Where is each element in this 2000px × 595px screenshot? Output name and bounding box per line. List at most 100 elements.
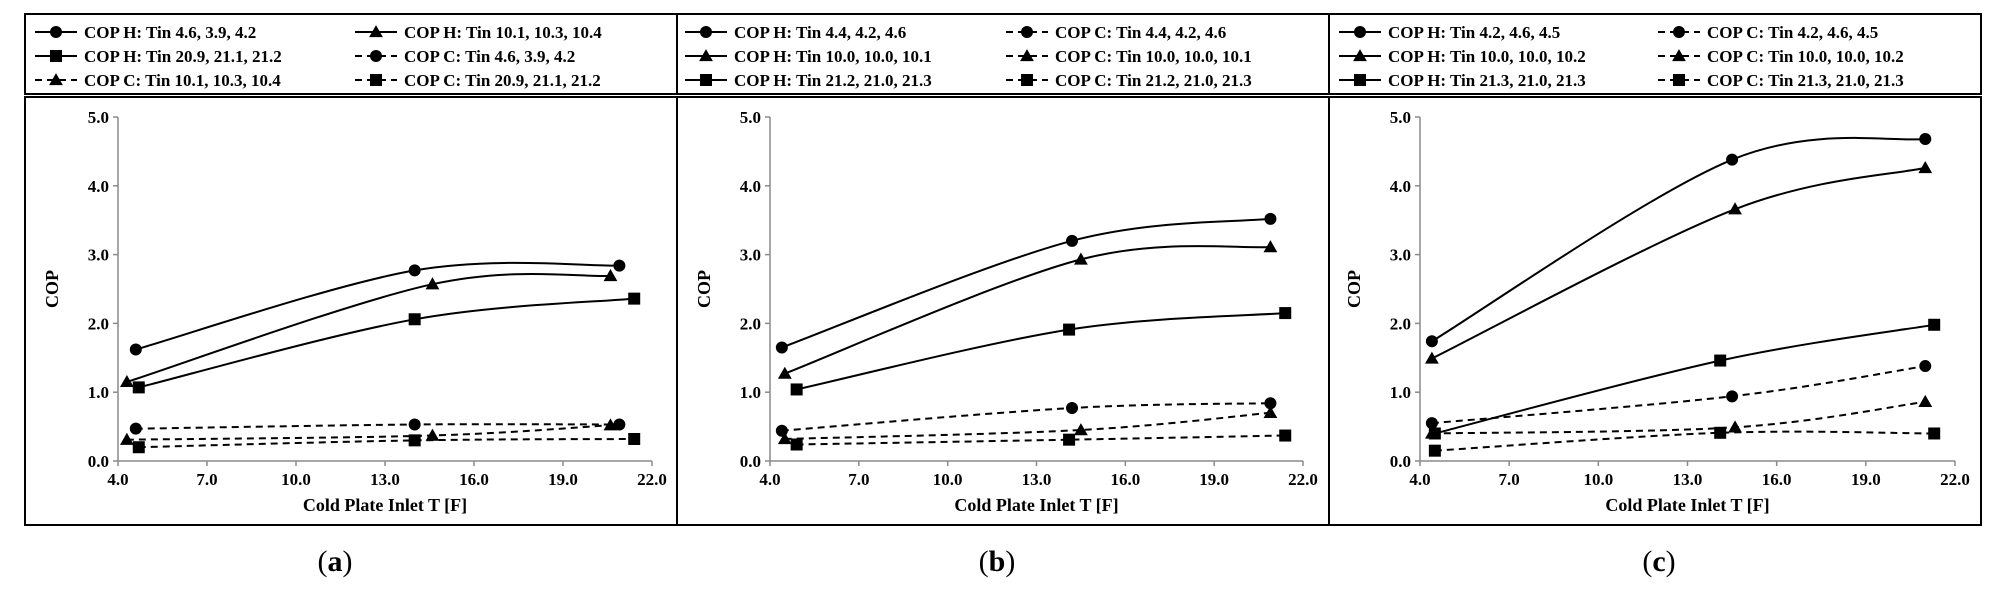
series-line [781, 402, 1271, 432]
legend-marker-circle [1673, 26, 1685, 38]
x-tick-label: 19.0 [548, 470, 578, 489]
data-point-square [1279, 307, 1292, 320]
x-tick-label: 19.0 [1851, 470, 1881, 489]
chart-panel-c: 0.0 1.0 2.0 3.0 4.0 5.0 4.0 7.0 10.0 13.0 16.0 19.0… [1328, 13, 1982, 578]
x-axis-title: Cold Plate Inlet T [F] [1605, 495, 1769, 515]
y-tick-label: 0.0 [88, 452, 109, 471]
x-tick-label: 10.0 [1583, 470, 1613, 489]
y-tick-label: 0.0 [1390, 452, 1411, 471]
data-point-circle [1066, 234, 1079, 247]
data-point-triangle [1424, 351, 1439, 364]
data-point-circle [1066, 402, 1079, 415]
legend-label: COP C: Tin 10.0, 10.0, 10.1 [1055, 47, 1252, 66]
series-5 [790, 307, 1292, 396]
legend: COP H: Tin 4.6, 3.9, 4.2 COP H: Tin 10.1,… [35, 23, 602, 90]
legend-marker-triangle [1672, 49, 1686, 62]
legend-label: COP H: Tin 20.9, 21.1, 21.2 [84, 47, 282, 66]
y-tick-label: 0.0 [740, 452, 761, 471]
legend-item: COP H: Tin 10.0, 10.0, 10.1 [685, 47, 932, 66]
data-point-square [1928, 427, 1941, 440]
x-tick-label: 13.0 [1673, 470, 1703, 489]
legend-label: COP C: Tin 10.0, 10.0, 10.2 [1707, 47, 1904, 66]
y-axis-title: COP [1344, 270, 1364, 308]
data-point-square [790, 383, 803, 396]
data-point-triangle [1263, 240, 1278, 253]
data-point-square [1714, 354, 1727, 367]
legend-marker-triangle [699, 49, 713, 62]
series-line [1431, 136, 1926, 343]
series-line [796, 312, 1286, 391]
x-tick-label: 7.0 [848, 470, 869, 489]
x-tick-label: 16.0 [1110, 470, 1140, 489]
x-axis-title: Cold Plate Inlet T [F] [303, 495, 467, 515]
y-axis-title: COP [42, 270, 62, 308]
legend-marker-circle [700, 26, 712, 38]
legend-marker-circle [50, 26, 62, 38]
data-point-square [1928, 318, 1941, 331]
y-tick-label: 3.0 [88, 246, 109, 265]
data-point-circle [129, 343, 142, 356]
y-tick-label: 5.0 [1390, 108, 1411, 127]
legend-item: COP H: Tin 20.9, 21.1, 21.2 [35, 47, 282, 66]
x-tick-label: 22.0 [1940, 470, 1970, 489]
series-line [781, 217, 1271, 349]
y-tick-label: 3.0 [1390, 246, 1411, 265]
data-point-square [790, 438, 803, 451]
data-point-square [132, 441, 145, 454]
legend-label: COP H: Tin 10.0, 10.0, 10.2 [1388, 47, 1586, 66]
data-point-triangle [1918, 161, 1933, 174]
data-point-circle [1919, 133, 1932, 146]
y-tick-label: 4.0 [1390, 177, 1411, 196]
legend-label: COP H: Tin 10.1, 10.3, 10.4 [404, 23, 602, 42]
legend-label: COP H: Tin 4.6, 3.9, 4.2 [84, 23, 256, 42]
data-point-square [1428, 427, 1441, 440]
data-point-circle [1726, 153, 1739, 166]
legend-item: COP C: Tin 20.9, 21.1, 21.2 [355, 71, 601, 90]
data-point-square [1428, 444, 1441, 457]
legend-label: COP H: Tin 4.2, 4.6, 4.5 [1388, 23, 1560, 42]
legend-item: COP H: Tin 10.0, 10.0, 10.2 [1339, 47, 1586, 66]
data-point-circle [613, 259, 626, 272]
legend-label: COP H: Tin 10.0, 10.0, 10.1 [734, 47, 932, 66]
series-line [135, 423, 620, 430]
chart-panel-a: 0.0 1.0 2.0 3.0 4.0 5.0 4.0 7.0 10.0 13.0 16.0 19.0… [24, 13, 678, 578]
chart-panel-b: 0.0 1.0 2.0 3.0 4.0 5.0 4.0 7.0 10.0 13.0 16.0 19.0… [676, 13, 1330, 578]
series-line [784, 245, 1271, 375]
series-5 [1428, 318, 1941, 440]
y-tick-label: 5.0 [740, 108, 761, 127]
x-tick-label: 10.0 [933, 470, 963, 489]
data-point-square [628, 432, 641, 445]
data-point-circle [129, 422, 142, 435]
legend-item: COP H: Tin 21.2, 21.0, 21.3 [685, 71, 932, 90]
data-point-triangle [425, 428, 440, 441]
x-tick-label: 10.0 [281, 470, 311, 489]
data-point-triangle [777, 432, 792, 445]
data-point-square [1714, 426, 1727, 439]
x-axis-title: Cold Plate Inlet T [F] [954, 495, 1118, 515]
data-point-triangle [1263, 405, 1278, 419]
legend-label: COP H: Tin 4.4, 4.2, 4.6 [734, 23, 906, 42]
plot-frame [1328, 96, 1982, 526]
legend-label: COP C: Tin 4.4, 4.2, 4.6 [1055, 23, 1226, 42]
data-point-triangle [120, 432, 134, 445]
series-line [135, 261, 620, 351]
legend-label: COP C: Tin 4.2, 4.6, 4.5 [1707, 23, 1878, 42]
data-point-circle [1425, 417, 1438, 430]
series-6 [132, 432, 641, 454]
legend: COP H: Tin 4.4, 4.2, 4.6 COP C: Tin 4.4, … [685, 23, 1252, 90]
data-point-square [1279, 429, 1292, 442]
series-4 [129, 418, 626, 435]
x-tick-label: 4.0 [759, 470, 780, 489]
series-line [1434, 323, 1935, 435]
legend-marker-triangle [369, 25, 383, 38]
legend-item: COP H: Tin 10.1, 10.3, 10.4 [355, 23, 602, 42]
series-1 [1425, 133, 1932, 348]
legend-marker-square [700, 74, 712, 86]
legend-item: COP C: Tin 4.6, 3.9, 4.2 [355, 47, 575, 66]
data-point-square [132, 381, 145, 394]
data-point-circle [408, 264, 421, 277]
x-tick-label: 13.0 [370, 470, 400, 489]
legend-marker-square [1673, 74, 1685, 86]
x-tick-label: 4.0 [1409, 470, 1430, 489]
